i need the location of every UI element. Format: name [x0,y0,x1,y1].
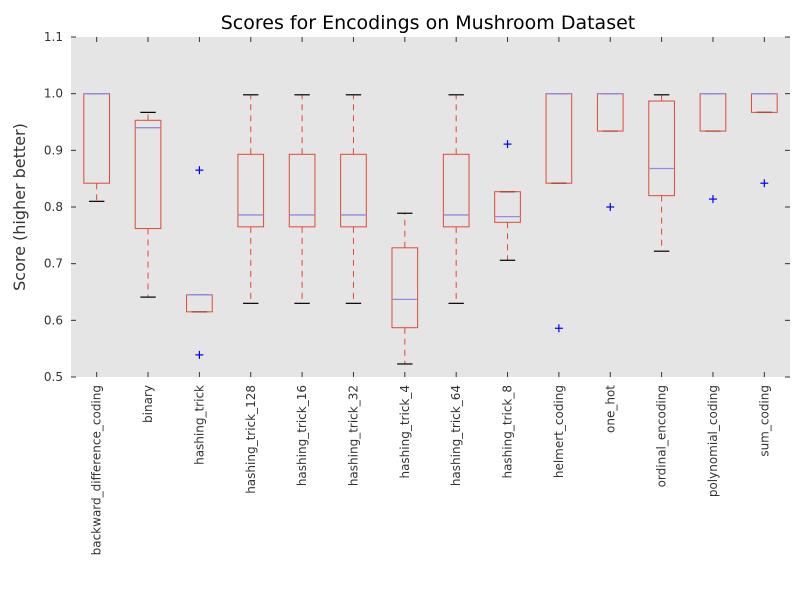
x-tick-label: hashing_trick_128 [244,385,258,494]
y-tick-label: 1.0 [44,87,63,101]
box-group [237,94,265,304]
flier-point [606,203,615,211]
x-tick-label: hashing_trick_64 [449,385,463,486]
y-tick-label: 0.8 [44,200,63,214]
box-group [340,94,367,304]
x-tick-label: sum_coding [757,385,771,457]
box-group [596,93,624,211]
box-iqr [237,153,265,228]
y-tick-label: 0.6 [44,313,63,327]
box-iqr [391,247,419,329]
box-group [699,93,727,204]
flier-point [760,179,769,188]
chart-title: Scores for Encodings on Mushroom Dataset [221,12,636,34]
box-series [83,93,778,365]
x-tick-label: hashing_trick_32 [346,385,360,486]
box-group [545,93,573,333]
box-iqr [494,191,521,223]
y-tick-label: 0.9 [44,143,63,157]
box-group [134,111,162,298]
x-tick-label: hashing_trick_16 [295,385,309,486]
x-tick-label: binary [141,385,155,423]
flier-point [195,166,204,175]
flier-point [195,350,204,359]
y-axis-label: Score (higher better) [10,123,29,291]
box-group [648,94,675,252]
y-tick-label: 1.1 [44,30,63,44]
box-group [750,93,778,188]
box-group [186,166,213,359]
x-axis-ticks: backward_difference_coding binary hashing_… [90,37,771,555]
box-group [83,93,111,202]
x-tick-label: hashing_trick_4 [398,385,412,479]
y-tick-label: 0.5 [44,370,63,384]
x-tick-label: hashing_trick [192,385,206,465]
box-iqr [648,100,675,197]
x-tick-label: hashing_trick_8 [501,385,515,479]
flier-point [554,324,563,333]
y-tick-label: 0.7 [44,257,63,271]
box-group [442,94,470,304]
x-tick-label: one_hot [603,385,617,433]
box-group [391,212,419,365]
x-tick-label: polynomial_coding [706,385,720,497]
plot-area [71,37,790,377]
box-group [494,140,521,261]
y-axis-ticks: 0.5 0.6 0.7 0.8 0.9 1.0 1.1 [44,30,790,384]
x-tick-label: ordinal_encoding [655,385,669,487]
box-group [288,94,316,304]
box-iqr [288,153,316,228]
x-tick-label: helmert_coding [552,385,566,478]
x-tick-label: backward_difference_coding [90,385,104,555]
box-iqr [442,153,470,228]
flier-point [503,140,512,149]
box-iqr [340,153,367,228]
flier-point [708,195,717,204]
box-iqr [134,119,162,230]
